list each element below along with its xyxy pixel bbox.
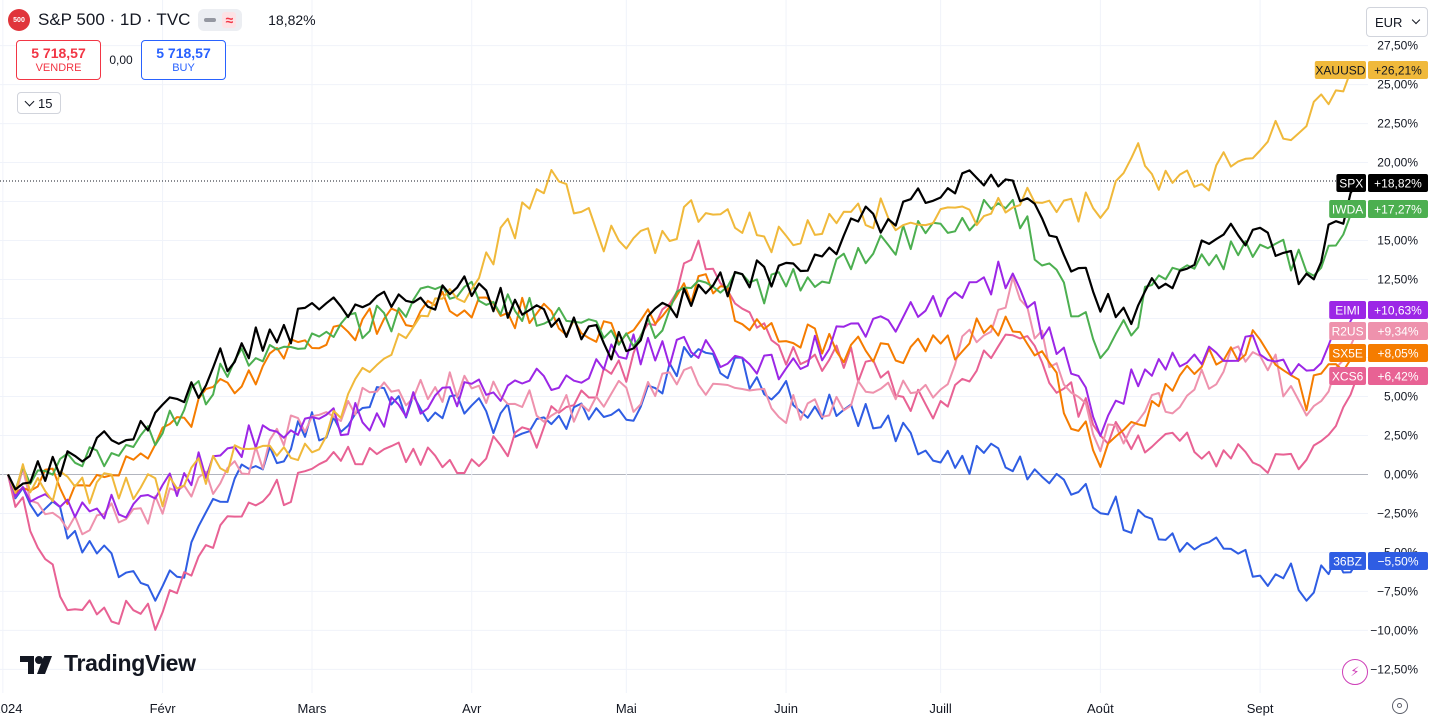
symbol-title[interactable]: S&P 500 · 1D · TVC: [38, 10, 191, 29]
series-value-tag: [1368, 301, 1428, 319]
tradingview-watermark[interactable]: TradingView: [20, 650, 196, 677]
sell-price: 5 718,57: [31, 45, 86, 61]
buy-label: BUY: [172, 62, 195, 74]
series-name: XAUUSD: [1315, 64, 1365, 78]
sell-button[interactable]: 5 718,57 VENDRE: [16, 40, 101, 80]
x-tick-label: Avr: [462, 701, 482, 716]
series-value: +17,27%: [1374, 203, 1422, 217]
series-value-tag: [1368, 174, 1428, 192]
sp500-logo-icon[interactable]: 500: [8, 9, 30, 31]
indicators-collapse-button[interactable]: 15: [17, 92, 62, 114]
series-label-r2us: R2US +9,34%: [1329, 322, 1428, 340]
tradingview-wordmark: TradingView: [64, 650, 196, 676]
sell-label: VENDRE: [35, 62, 82, 74]
series-name: IWDA: [1332, 203, 1363, 217]
series-options[interactable]: ≈: [198, 9, 243, 31]
y-tick-label: −7,50%: [1377, 584, 1418, 598]
y-tick-label: 0,00%: [1384, 467, 1418, 481]
series-value-tag: [1368, 322, 1428, 340]
series-name-tag: [1329, 367, 1366, 385]
series-label-xauusd: XAUUSD +26,21%: [1314, 61, 1428, 79]
series-name: 36BZ: [1333, 555, 1362, 569]
series-name: SPX: [1339, 177, 1363, 191]
series-line-xcs6: [7, 239, 1359, 631]
series-name: EIMI: [1335, 304, 1360, 318]
y-tick-label: 25,00%: [1377, 78, 1418, 92]
series-value-tag: [1368, 61, 1428, 79]
symbol-header: 500 S&P 500 · 1D · TVC ≈ 18,82%: [8, 8, 316, 32]
lightning-icon[interactable]: ⚡: [1342, 659, 1368, 685]
buy-button[interactable]: 5 718,57 BUY: [141, 40, 226, 80]
series-value: +10,63%: [1374, 304, 1422, 318]
series-label-xcs6: XCS6 +6,42%: [1329, 367, 1428, 385]
series-name: R2US: [1332, 325, 1364, 339]
series-line-xauusd: [7, 64, 1359, 508]
series-name-tag: [1314, 61, 1366, 79]
series-name-tag: [1329, 344, 1366, 362]
series-name-tag: [1336, 174, 1366, 192]
chevron-down-icon: [24, 96, 35, 106]
y-tick-label: 2,50%: [1384, 428, 1418, 442]
x-tick-label: Août: [1087, 701, 1114, 716]
trade-panel: 5 718,57 VENDRE 0,00 5 718,57 BUY: [16, 40, 226, 80]
series-name: SX5E: [1332, 347, 1363, 361]
y-tick-label: 22,50%: [1377, 117, 1418, 131]
series-line-eimi: [7, 260, 1359, 520]
series-value: +18,82%: [1374, 177, 1422, 191]
series-value: −5,50%: [1377, 555, 1418, 569]
series-label-36bz: 36BZ −5,50%: [1329, 552, 1428, 570]
series-label-sx5e: SX5E +8,05%: [1329, 344, 1428, 362]
series-name-tag: [1329, 200, 1366, 218]
x-tick-label: Mai: [616, 701, 637, 716]
spread-value: 0,00: [109, 53, 133, 67]
y-tick-label: 15,00%: [1377, 234, 1418, 248]
series-value: +6,42%: [1377, 370, 1418, 384]
change-percent: 18,82%: [268, 12, 316, 28]
y-tick-label: 27,50%: [1377, 39, 1418, 53]
series-name: XCS6: [1332, 370, 1364, 384]
series-value-tag: [1368, 367, 1428, 385]
series-line-iwda: [7, 198, 1359, 492]
series-value-tag: [1368, 552, 1428, 570]
y-tick-label: 12,50%: [1377, 273, 1418, 287]
chevron-down-icon: [1411, 15, 1421, 25]
approx-icon[interactable]: ≈: [222, 12, 237, 28]
x-tick-label: Juill: [929, 701, 952, 716]
x-tick-label: 2024: [0, 701, 22, 716]
series-label-eimi: EIMI +10,63%: [1329, 301, 1428, 319]
currency-label: EUR: [1375, 14, 1403, 30]
series-line-spx: [7, 169, 1359, 491]
y-tick-label: −10,00%: [1370, 623, 1418, 637]
x-tick-label: Févr: [150, 701, 177, 716]
series-line-36bz: [7, 346, 1359, 602]
series-label-iwda: IWDA +17,27%: [1329, 200, 1428, 218]
series-value: +9,34%: [1377, 325, 1418, 339]
tradingview-logo-icon: [20, 655, 52, 674]
buy-price: 5 718,57: [156, 45, 211, 61]
series-value-tag: [1368, 200, 1428, 218]
y-tick-label: 5,00%: [1384, 389, 1418, 403]
series-name-tag: [1329, 552, 1366, 570]
series-value-tag: [1368, 344, 1428, 362]
series-name-tag: [1329, 301, 1366, 319]
series-line-r2us: [7, 276, 1359, 536]
series-label-spx: SPX +18,82%: [1336, 174, 1428, 192]
gear-icon[interactable]: [1392, 698, 1408, 714]
line-type-icon[interactable]: [204, 18, 217, 22]
y-tick-label: −2,50%: [1377, 506, 1418, 520]
currency-select[interactable]: EUR: [1366, 7, 1428, 37]
series-name-tag: [1329, 322, 1366, 340]
series-value: +8,05%: [1377, 347, 1418, 361]
y-tick-label: 20,00%: [1377, 156, 1418, 170]
x-tick-label: Juin: [774, 701, 798, 716]
x-tick-label: Mars: [298, 701, 327, 716]
collapse-count: 15: [38, 95, 53, 111]
x-tick-label: Sept: [1247, 701, 1274, 716]
y-tick-label: −12,50%: [1370, 662, 1418, 676]
series-value: +26,21%: [1374, 64, 1422, 78]
